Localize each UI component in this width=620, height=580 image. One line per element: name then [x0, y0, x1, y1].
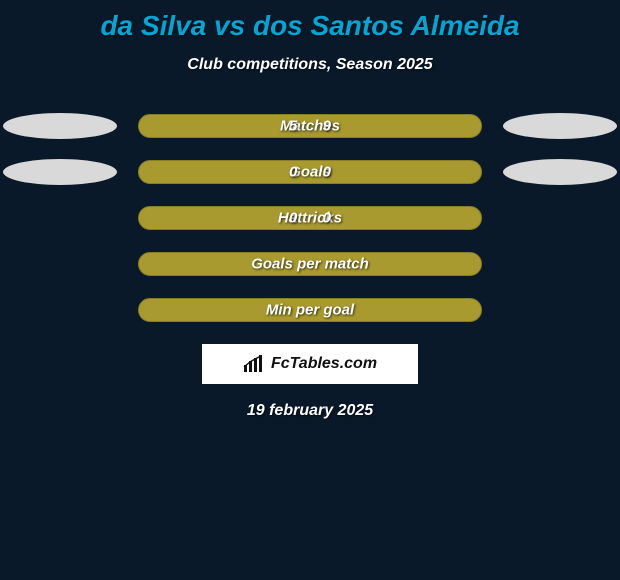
barchart-icon	[243, 355, 265, 373]
player-oval-left	[3, 113, 117, 139]
stat-value-right: 0	[323, 164, 331, 181]
stat-bar: Hattricks0 0	[138, 206, 482, 230]
player-oval-left	[3, 159, 117, 185]
page-title: da Silva vs dos Santos Almeida	[0, 0, 620, 42]
stat-row: Goals per match	[0, 252, 620, 276]
stat-value-right: 0	[323, 210, 331, 227]
comparison-infographic: da Silva vs dos Santos Almeida Club comp…	[0, 0, 620, 580]
stat-row: Hattricks0 0	[0, 206, 620, 230]
stat-label: Goals per match	[251, 256, 369, 273]
stat-value-left: 0	[289, 164, 297, 181]
brand-badge: FcTables.com	[202, 344, 418, 384]
stat-rows: Matches59Goals00Hattricks00Goals per mat…	[0, 114, 620, 322]
stat-row: Matches59	[0, 114, 620, 138]
stat-label: Hattricks	[278, 210, 342, 227]
footer-date: 19 february 2025	[0, 402, 620, 420]
stat-bar: Matches59	[138, 114, 482, 138]
stat-bar: Min per goal	[138, 298, 482, 322]
stat-value-right: 9	[323, 118, 331, 135]
player-oval-right	[503, 159, 617, 185]
player-oval-right	[503, 113, 617, 139]
stat-row: Goals00	[0, 160, 620, 184]
stat-value-left: 0	[289, 210, 297, 227]
stat-bar: Goals00	[138, 160, 482, 184]
page-subtitle: Club competitions, Season 2025	[0, 56, 620, 74]
stat-bar: Goals per match	[138, 252, 482, 276]
stat-label: Min per goal	[266, 302, 354, 319]
stat-row: Min per goal	[0, 298, 620, 322]
stat-value-left: 5	[289, 118, 297, 135]
brand-text: FcTables.com	[271, 355, 377, 373]
